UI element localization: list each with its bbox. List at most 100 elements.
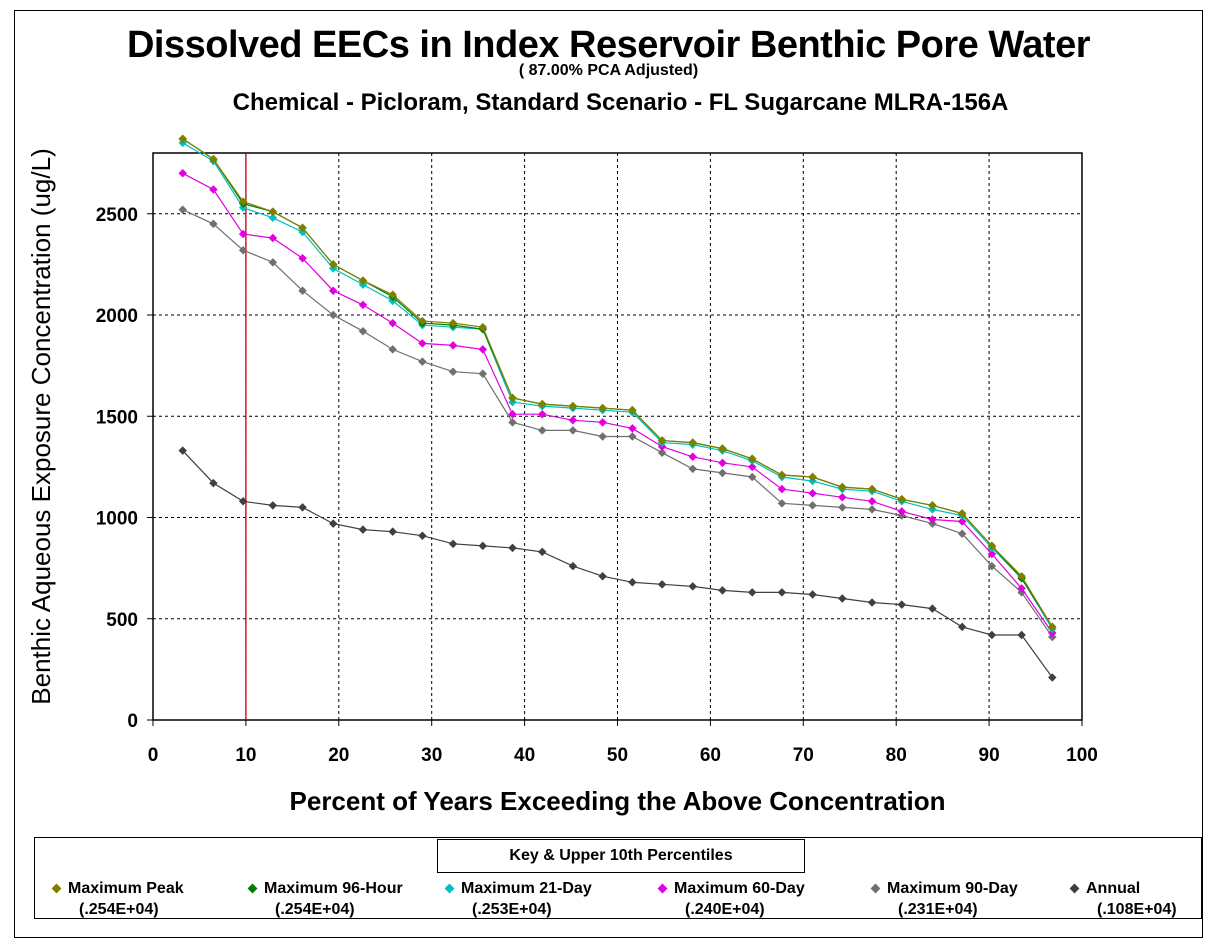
data-point: [418, 531, 427, 540]
data-point: [358, 525, 368, 534]
legend-item-value: (.240E+04): [685, 901, 765, 918]
data-point: [838, 482, 847, 492]
series-maximum-60-day: [178, 169, 1057, 638]
series-line: [182, 209, 1053, 638]
x-tick-label: 80: [886, 745, 907, 766]
data-point: [328, 286, 338, 295]
data-point: [718, 458, 727, 468]
grid: [147, 153, 1083, 726]
data-point: [298, 503, 307, 512]
data-point: [178, 169, 187, 178]
data-point: [1048, 622, 1057, 632]
data-point: [987, 630, 997, 640]
data-point: [298, 286, 307, 295]
data-point: [957, 622, 967, 632]
data-point: [928, 501, 937, 510]
data-point: [867, 484, 877, 494]
data-point: [358, 276, 368, 285]
data-point: [1017, 630, 1026, 640]
data-point: [1017, 571, 1026, 581]
data-point: [508, 409, 517, 419]
x-tick-label: 90: [979, 745, 1000, 766]
data-point: [388, 318, 397, 328]
legend-item-value: (.231E+04): [898, 901, 978, 918]
data-point: [238, 197, 248, 206]
data-point: [808, 488, 817, 498]
data-point: [538, 547, 547, 557]
data-point: [508, 393, 517, 403]
data-point: [478, 369, 488, 378]
data-point: [478, 322, 488, 332]
data-point: [328, 310, 338, 320]
x-tick-label: 40: [514, 745, 535, 766]
legend-item-name: Annual: [1086, 880, 1141, 897]
series-layer: [178, 134, 1057, 682]
data-point: [178, 446, 187, 455]
data-point: [928, 604, 937, 613]
data-point: [358, 300, 368, 310]
data-point: [867, 598, 877, 607]
data-point: [568, 426, 578, 435]
data-point: [628, 405, 637, 415]
data-point: [209, 154, 218, 164]
data-point: [747, 472, 757, 482]
y-tick-label: 1000: [96, 509, 138, 530]
data-point: [448, 367, 458, 376]
data-point: [718, 444, 727, 453]
chart-frame: [14, 10, 1203, 938]
data-point: [657, 580, 667, 589]
data-point: [209, 219, 218, 229]
x-axis-label: Percent of Years Exceeding the Above Con…: [290, 786, 946, 816]
data-point: [268, 258, 278, 267]
data-point: [358, 326, 368, 336]
legend-item-name: Maximum Peak: [68, 880, 184, 897]
data-point: [688, 464, 697, 474]
y-tick-label: 2500: [96, 205, 138, 226]
x-tick-label: 20: [328, 745, 349, 766]
series-maximum-21-day: [178, 138, 1057, 634]
data-point: [957, 529, 967, 538]
legend-item-name: Maximum 90-Day: [887, 880, 1018, 897]
x-tick-label: 70: [793, 745, 814, 766]
data-point: [657, 436, 667, 445]
data-point: [747, 588, 757, 597]
data-point: [688, 438, 697, 447]
x-tick-label: 30: [421, 745, 442, 766]
data-point: [987, 549, 997, 559]
data-point: [178, 205, 187, 214]
x-tick-label: 60: [700, 745, 721, 766]
data-point: [178, 134, 187, 144]
data-point: [209, 478, 218, 488]
data-point: [808, 472, 817, 482]
data-point: [388, 345, 397, 354]
data-point: [628, 578, 637, 587]
data-point: [1048, 673, 1057, 682]
series-maximum-90-day: [178, 205, 1057, 642]
data-point: [508, 418, 517, 427]
data-point: [268, 233, 278, 243]
legend-item-value: (.254E+04): [79, 901, 159, 918]
data-point: [388, 290, 397, 299]
data-point: [628, 432, 637, 441]
y-tick-labels: 0 500 1000 1500 2000 2500: [96, 205, 138, 732]
x-tick-label: 0: [148, 745, 159, 766]
legend-item-name: Maximum 21-Day: [461, 880, 592, 897]
y-tick-label: 500: [106, 610, 138, 631]
data-point: [448, 318, 458, 328]
legend-item-value: (.108E+04): [1097, 901, 1177, 918]
data-point: [598, 432, 607, 441]
data-point: [867, 505, 877, 514]
data-point: [808, 590, 817, 599]
data-point: [238, 245, 248, 255]
data-point: [538, 399, 547, 409]
data-point: [1017, 584, 1026, 593]
data-point: [777, 484, 787, 494]
data-point: [448, 539, 458, 549]
data-point: [418, 357, 427, 366]
chart-subtitle-chemical: Chemical - Picloram, Standard Scenario -…: [232, 89, 1009, 116]
data-point: [928, 515, 937, 524]
series-line: [182, 172, 1053, 634]
data-point: [747, 454, 757, 464]
data-point: [657, 448, 667, 457]
plot-area: [152, 152, 1083, 721]
